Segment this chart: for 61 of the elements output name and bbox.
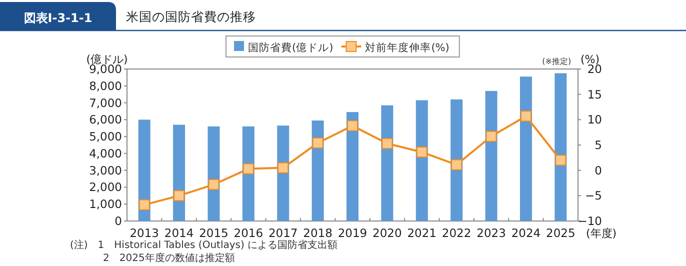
bar [138,120,150,221]
point [555,154,566,166]
annotation: (※推定) [542,57,572,66]
y2-tick-label: 5 [594,138,602,152]
y-tick-label: 3,000 [89,163,122,178]
point [174,190,185,202]
x-tick-label: 2017 [268,226,298,240]
y-tick-label: 6,000 [89,112,122,127]
bar [381,105,394,221]
y2-tick-label: 0 [594,163,602,178]
y2-tick-label: 10 [587,112,602,127]
x-tick-label: 2021 [407,226,437,240]
bar [554,73,567,221]
point [242,163,254,174]
y-tick-label: 2,000 [89,180,122,194]
point [278,162,289,174]
bar [346,112,358,221]
point [138,199,150,210]
y2-tick-label: 15 [587,87,602,102]
point [486,130,497,142]
bar [450,99,463,221]
point [520,110,532,122]
y-tick-label: 5,000 [89,130,122,144]
text: 2 2025年度の数値は推定額 [103,252,235,264]
y-tick-label: 4,000 [89,146,122,160]
x-tick-label: 2022 [442,226,472,240]
y-tick-label: 8,000 [89,78,122,93]
x-tick-label: 2024 [511,226,541,240]
y-tick-label: 1,000 [89,197,122,212]
x-tick-label: 2018 [303,226,332,240]
bar [520,76,532,221]
bar [416,100,428,221]
chart-subtitle: 図表Ⅰ-3-1-1 [24,11,92,25]
point [416,146,428,158]
y-tick-label: 0 [114,214,122,228]
x-tick-label: 2020 [372,226,402,240]
y2-tick-label: −5 [585,188,602,203]
x-tick-label: 2019 [338,226,368,240]
legend-label: 対前年度伸率(%) [365,41,450,54]
x-axis-title: (年度) [586,227,617,240]
x-tick-label: 2023 [476,226,506,240]
legend-label: 国防省費(億ドル) [248,41,334,54]
x-tick-label: 2014 [164,226,194,240]
y2-axis-title: (%) [580,53,600,66]
x-tick-label: 2013 [130,226,159,240]
x-tick-label: 2025 [546,226,576,240]
text: (注) 1 Historical Tables (Outlays) による国防省支出額 [70,239,338,251]
bar [312,120,324,221]
x-tick-label: 2015 [199,226,228,240]
y-tick-label: 7,000 [89,96,122,110]
x-tick-label: 2016 [234,226,264,240]
point [208,179,220,190]
bar [485,90,498,221]
point [382,138,393,149]
point [312,137,324,148]
chart-title: 米国の国防省費の推移 [126,9,256,24]
point [451,159,462,170]
y-axis-title: (億ドル) [86,53,128,66]
point [347,120,358,132]
y2-tick-label: −10 [578,214,602,228]
bar [242,126,254,221]
